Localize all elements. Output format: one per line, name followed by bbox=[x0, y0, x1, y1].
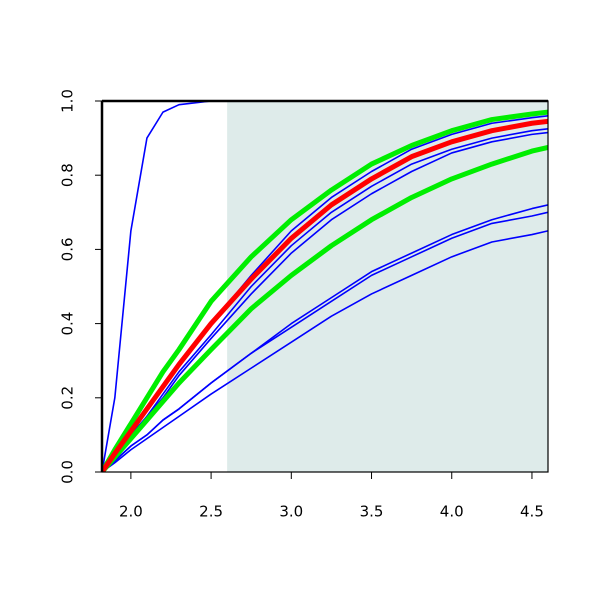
line bbox=[102, 118, 548, 472]
line bbox=[102, 230, 548, 472]
y-tick-label: 0.8 bbox=[59, 163, 77, 187]
y-tick-label: 0.6 bbox=[59, 237, 77, 261]
x-tick-label: 4.5 bbox=[520, 503, 544, 521]
plot-area bbox=[102, 101, 548, 472]
line bbox=[102, 101, 548, 472]
y-tick-label: 1.0 bbox=[59, 89, 77, 113]
x-tick-label: 3.5 bbox=[360, 503, 384, 521]
x-tick-label: 4.0 bbox=[440, 503, 464, 521]
x-tick-label: 2.5 bbox=[199, 503, 223, 521]
line bbox=[102, 144, 548, 472]
line bbox=[102, 211, 548, 472]
x-tick-label: 3.0 bbox=[279, 503, 303, 521]
y-tick-label: 0.4 bbox=[59, 312, 77, 336]
line bbox=[102, 109, 548, 472]
x-tick-label: 2.0 bbox=[119, 503, 143, 521]
y-tick-label: 0.2 bbox=[59, 386, 77, 410]
y-tick-label: 0.0 bbox=[59, 460, 77, 484]
